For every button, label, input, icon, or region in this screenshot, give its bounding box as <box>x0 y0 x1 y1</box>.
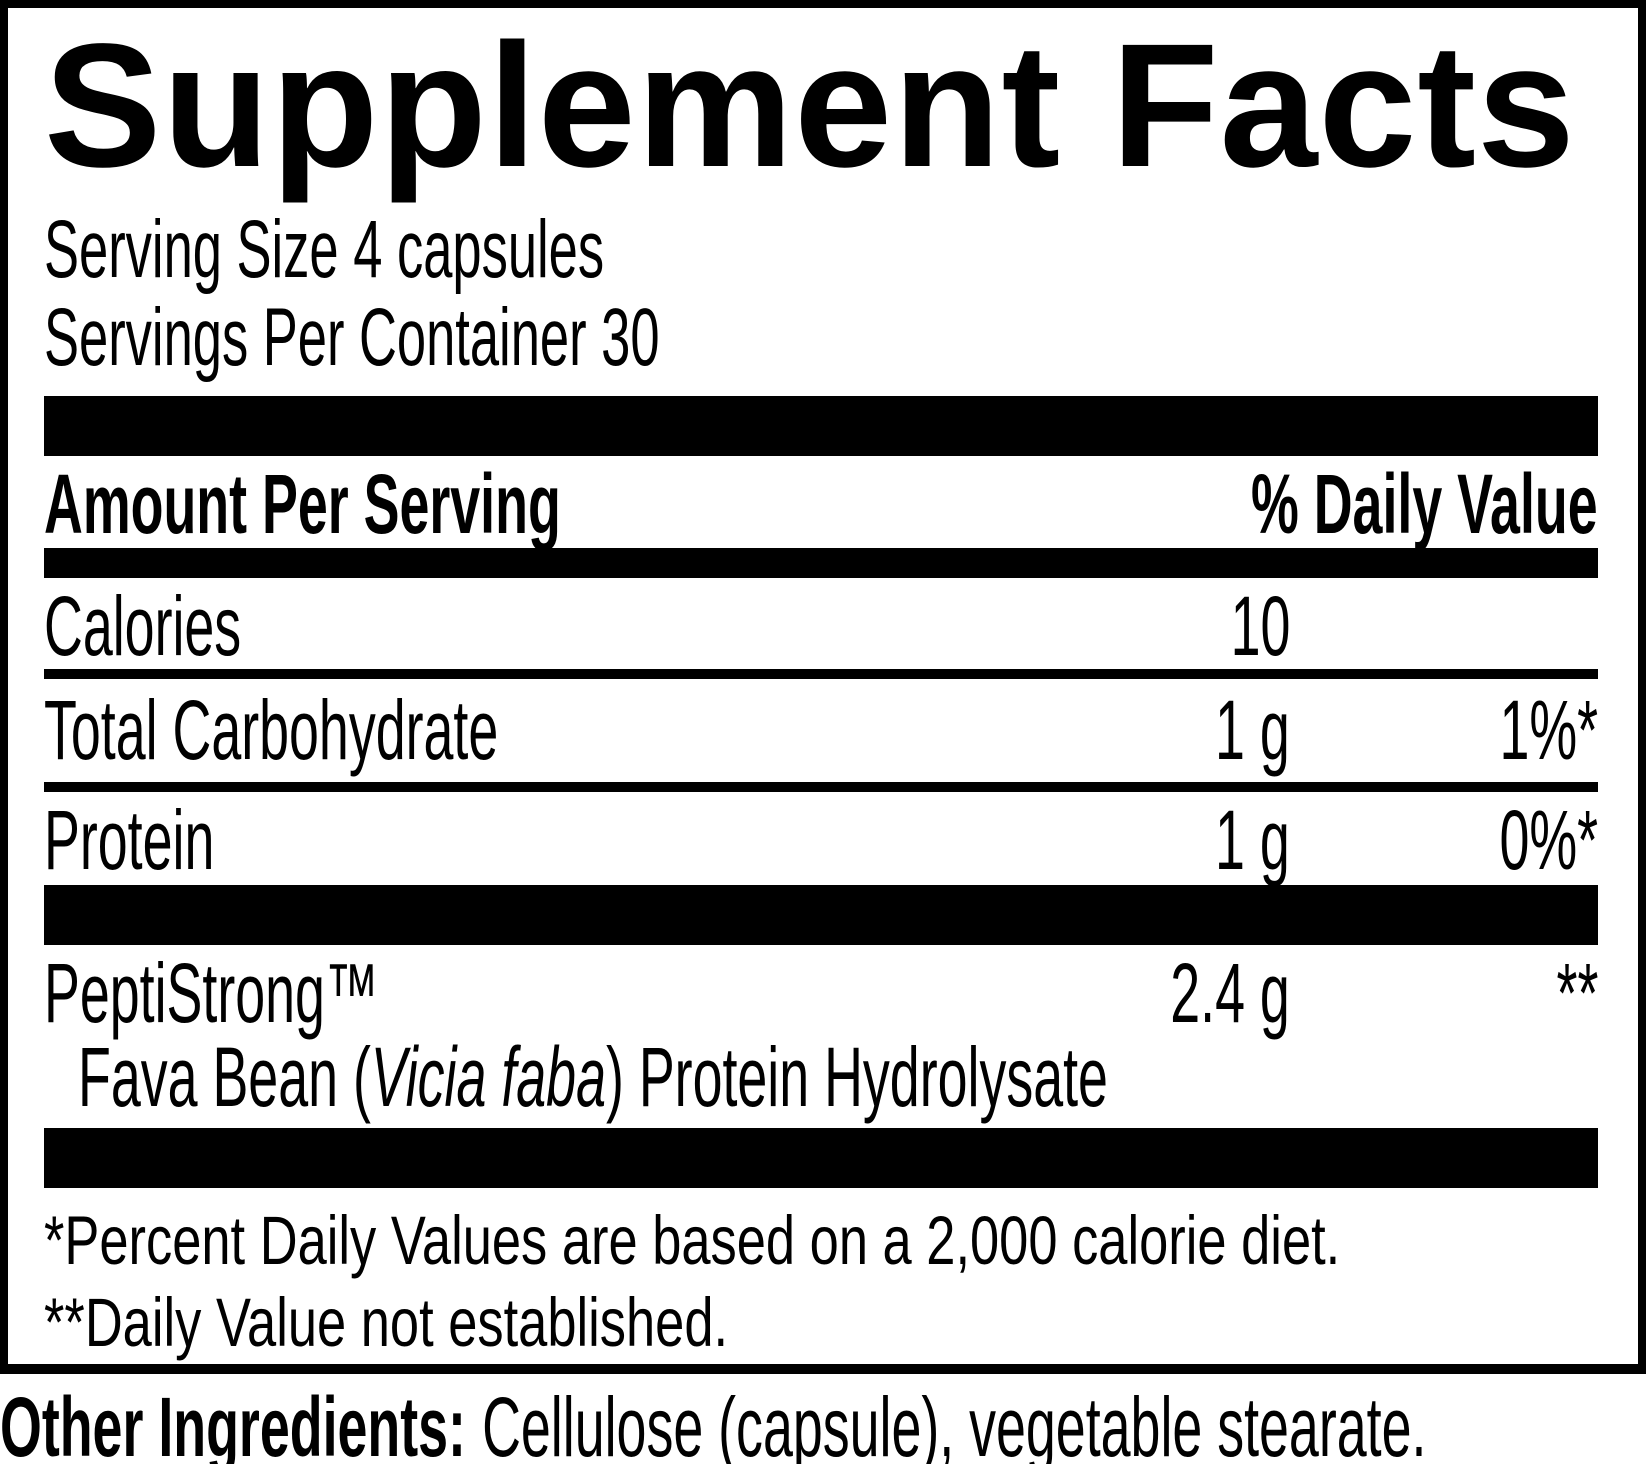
serving-info: Serving Size 4 capsules Servings Per Con… <box>44 206 1598 382</box>
nutrient-row-peptistrong: PeptiStrong™ 2.4 g ** <box>44 945 1598 1041</box>
servings-per-container-line: Servings Per Container 30 <box>44 294 1598 382</box>
proprietary-name: PeptiStrong™ <box>44 946 379 1040</box>
nutrient-row-total-carbohydrate: Total Carbohydrate 1 g 1%* <box>44 679 1598 782</box>
proprietary-description-line: Fava Bean (Vicia faba) Protein Hydrolysa… <box>44 1030 1598 1124</box>
nutrient-name: Total Carbohydrate <box>44 683 499 777</box>
proprietary-description: Fava Bean (Vicia faba) Protein Hydrolysa… <box>78 1029 1108 1126</box>
nutrient-name: Calories <box>44 579 242 673</box>
servings-per-container-text: Servings Per Container 30 <box>44 292 660 383</box>
other-ingredients: Other Ingredients: Cellulose (capsule), v… <box>0 1380 1426 1464</box>
footnotes: *Percent Daily Values are based on a 2,0… <box>44 1200 1598 1364</box>
nutrient-daily-value: 0%* <box>1499 793 1598 887</box>
serving-size-text: Serving Size 4 capsules <box>44 204 605 295</box>
latin-name-italic: Vicia faba <box>370 1029 606 1124</box>
nutrient-daily-value: 1%* <box>1499 683 1598 777</box>
serving-size-line: Serving Size 4 capsules <box>44 206 1598 294</box>
other-ingredients-text: Cellulose (capsule), vegetable stearate. <box>482 1380 1427 1464</box>
daily-value-header: % Daily Value <box>1251 457 1598 551</box>
supplement-facts-panel: Supplement Facts Serving Size 4 capsules… <box>0 0 1646 1374</box>
panel-title: Supplement Facts <box>44 8 1576 204</box>
row-divider <box>44 669 1598 679</box>
description-prefix: Fava Bean ( <box>78 1029 371 1124</box>
thick-separator-bar <box>44 1128 1598 1188</box>
other-ingredients-line: Other Ingredients: Cellulose (capsule), v… <box>0 1380 1646 1464</box>
thick-separator-bar <box>44 885 1598 945</box>
footnote-daily-value-not-established: **Daily Value not established. <box>44 1284 729 1361</box>
nutrient-name: Protein <box>44 793 215 887</box>
row-divider <box>44 782 1598 792</box>
thick-separator-bar <box>44 396 1598 456</box>
amount-per-serving-header: Amount Per Serving <box>44 457 561 551</box>
nutrient-row-protein: Protein 1 g 0%* <box>44 792 1598 887</box>
proprietary-daily-value: ** <box>1556 946 1598 1040</box>
footnote-percent-daily-values: *Percent Daily Values are based on a 2,0… <box>44 1202 1341 1279</box>
description-suffix: ) Protein Hydrolysate <box>605 1029 1108 1124</box>
proprietary-amount: 2.4 g <box>1170 946 1290 1040</box>
nutrient-amount: 10 <box>1230 579 1290 673</box>
header-underline-bar <box>44 548 1598 578</box>
table-header-row: Amount Per Serving % Daily Value <box>44 456 1598 551</box>
other-ingredients-label: Other Ingredients: <box>0 1380 466 1464</box>
nutrient-amount: 1 g <box>1215 793 1290 887</box>
nutrient-amount: 1 g <box>1215 683 1290 777</box>
nutrient-row-calories: Calories 10 <box>44 578 1598 673</box>
